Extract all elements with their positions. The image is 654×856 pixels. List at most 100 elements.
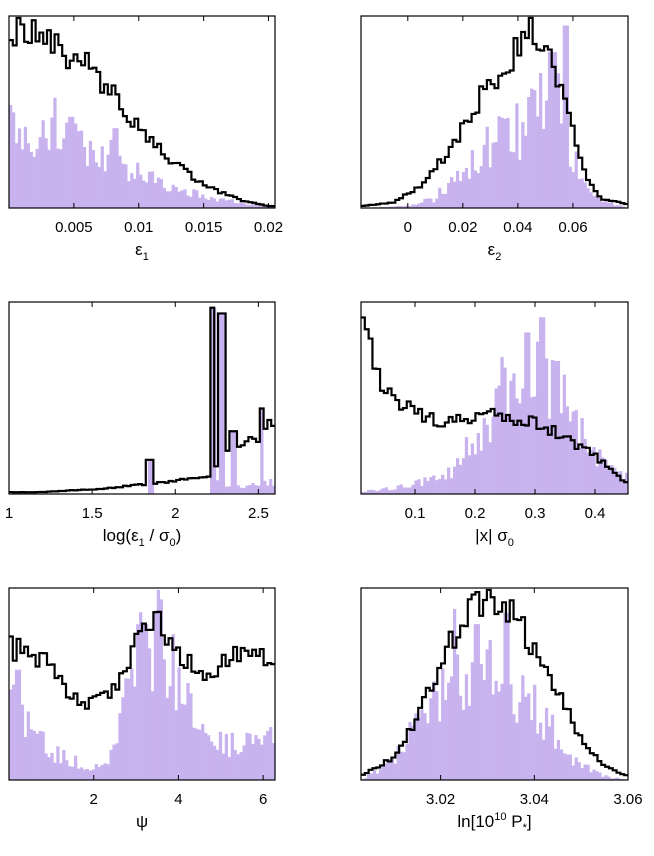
- hist-bar: [121, 697, 125, 780]
- hist-bar: [144, 624, 149, 780]
- hist-bar: [130, 173, 134, 208]
- hist-bar: [85, 768, 90, 780]
- hist-bar: [577, 762, 581, 780]
- hist-bar: [467, 178, 472, 208]
- hist-bar: [263, 735, 267, 780]
- hist-bar: [381, 765, 386, 780]
- hist-bar: [62, 138, 66, 208]
- hist-bar: [257, 485, 261, 494]
- hist-bar: [65, 122, 69, 208]
- hist-bar: [76, 131, 81, 208]
- hist-bar: [11, 684, 16, 780]
- hist-bar: [550, 714, 555, 780]
- hist-bar: [458, 695, 463, 780]
- hist-bar: [218, 198, 223, 208]
- panel-1: 0.005 0.01 0.015 0.02 ε1: [8, 15, 283, 263]
- x-tick-label: 3.02: [426, 791, 455, 808]
- hist-bar: [91, 769, 96, 780]
- x-tick-label: 2.5: [248, 505, 269, 522]
- hist-bar: [402, 487, 406, 494]
- hist-bar: [399, 751, 403, 780]
- x-tick-label: 1: [5, 505, 13, 522]
- hist-bar: [464, 437, 469, 494]
- hist-bar: [512, 373, 516, 494]
- x-tick-label: 0.005: [55, 219, 93, 236]
- hist-bar: [420, 709, 424, 780]
- hist-bar: [242, 488, 246, 494]
- hist-bar: [218, 313, 223, 494]
- hist-bar: [94, 764, 98, 780]
- hist-bar: [242, 745, 246, 780]
- hist-bar: [610, 201, 614, 208]
- hist-bar: [488, 442, 492, 494]
- hist-bar: [556, 739, 561, 780]
- hist-bar: [467, 705, 472, 780]
- hist-bar: [512, 152, 516, 208]
- hist-bar: [239, 487, 243, 494]
- hist-bar: [32, 730, 36, 780]
- hist-bar: [420, 485, 424, 494]
- hist-bar: [592, 769, 596, 780]
- plot-frame: [8, 15, 276, 209]
- hist-bar: [71, 116, 75, 208]
- hist-bar: [485, 424, 489, 494]
- hist-bar: [165, 191, 169, 208]
- hist-bar: [156, 589, 161, 780]
- hist-bar: [239, 200, 243, 208]
- hist-bar: [604, 200, 608, 208]
- x-tick-label: 0.3: [525, 505, 546, 522]
- hist-bar: [207, 735, 211, 780]
- hist-bar: [455, 170, 460, 208]
- hist-bar: [586, 188, 590, 208]
- hist-bar: [35, 733, 39, 780]
- hist-bar: [461, 172, 466, 208]
- hist-bar: [248, 733, 252, 780]
- hist-bar: [242, 203, 246, 208]
- hist-bar: [527, 97, 531, 208]
- hist-bar: [233, 203, 237, 208]
- hist-bar: [429, 698, 433, 780]
- hist-bar: [441, 193, 445, 208]
- hist-bar: [568, 754, 572, 780]
- hist-bar: [438, 187, 442, 208]
- hist-bar: [198, 197, 202, 208]
- hist-bar: [447, 682, 451, 780]
- hist-bar: [361, 491, 365, 494]
- hist-bar: [59, 149, 63, 208]
- x-tick-label: 1.5: [82, 505, 103, 522]
- hist-bar: [450, 177, 454, 208]
- hist-bar: [38, 730, 42, 780]
- x-tick-label: 0.02: [254, 219, 283, 236]
- hist-bar: [133, 686, 137, 780]
- hist-bar: [375, 773, 380, 780]
- x-tick-label: 2: [90, 791, 98, 808]
- hist-bar: [224, 733, 229, 780]
- hist-bar: [613, 467, 617, 494]
- hist-bar: [405, 743, 409, 780]
- hist-bar: [467, 455, 472, 494]
- hist-bar: [50, 752, 54, 780]
- hist-bar: [559, 413, 564, 494]
- hist-bar: [215, 749, 220, 780]
- hist-bar: [601, 457, 605, 494]
- hist-bar: [221, 753, 226, 780]
- hist-bar: [142, 624, 146, 780]
- hist-bar: [139, 174, 143, 208]
- hist-bar: [209, 741, 214, 780]
- hist-bar: [521, 388, 525, 494]
- hist-bar: [586, 764, 590, 780]
- x-tick-label: 3.06: [613, 791, 642, 808]
- hist-bar: [396, 205, 400, 208]
- hist-bar: [26, 143, 30, 208]
- x-tick-label: 0: [404, 219, 412, 236]
- hist-bar: [112, 744, 116, 780]
- hist-bar: [263, 480, 267, 494]
- hist-bar: [541, 317, 546, 494]
- hist-bar: [432, 681, 436, 780]
- hist-bar: [592, 195, 596, 208]
- hist-bar: [485, 649, 489, 780]
- hist-bar: [109, 139, 113, 208]
- hist-bar: [183, 704, 187, 780]
- hist-bar: [565, 754, 569, 780]
- hist-bar: [53, 762, 57, 780]
